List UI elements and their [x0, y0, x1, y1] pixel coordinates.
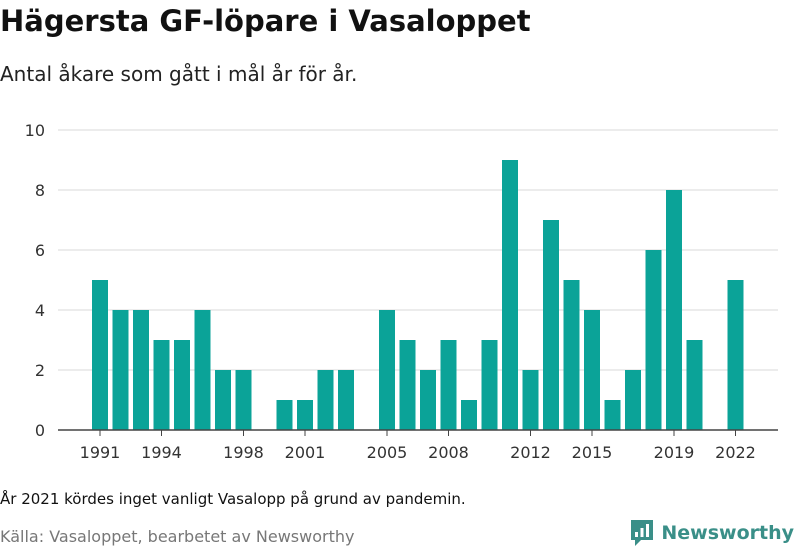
bar-2003 [338, 370, 354, 430]
x-tick-label: 2005 [367, 443, 408, 462]
bar-1994 [153, 340, 170, 430]
newsworthy-icon [631, 520, 654, 546]
bar-1995 [174, 340, 190, 430]
bar-2020 [686, 340, 703, 430]
bar-2000 [276, 400, 293, 430]
bar-2010 [481, 340, 498, 430]
x-tick-label: 2008 [428, 443, 469, 462]
bar-2008 [440, 340, 457, 430]
bar-1991 [92, 280, 108, 430]
x-tick-label: 1998 [223, 443, 264, 462]
bar-1998 [235, 370, 252, 430]
bar-2018 [645, 250, 662, 430]
bar-2002 [317, 370, 334, 430]
bar-1996 [194, 310, 211, 430]
chart-subtitle: Antal åkare som gått i mål år för år. [0, 62, 358, 86]
bar-2015 [584, 310, 600, 430]
footnote: År 2021 kördes inget vanligt Vasalopp på… [0, 490, 466, 508]
bar-chart: 0 2 4 6 8 10 1991 1994 1998 2001 2005 2008 2012 2015… [25, 121, 778, 462]
bar-2017 [625, 370, 641, 430]
y-tick-label: 6 [35, 241, 45, 260]
bar-2007 [420, 370, 436, 430]
y-tick-label: 0 [35, 421, 45, 440]
bar-2022 [727, 280, 744, 430]
chart-title: Hägersta GF-löpare i Vasaloppet [0, 4, 531, 38]
bar-2001 [297, 400, 313, 430]
bar-2009 [461, 400, 477, 430]
y-axis-ticks: 0 2 4 6 8 10 [25, 121, 45, 440]
y-tick-label: 2 [35, 361, 45, 380]
brand-name: Newsworthy [661, 522, 794, 544]
x-tick-label: 2019 [654, 443, 695, 462]
x-tick-label: 2022 [715, 443, 756, 462]
newsworthy-logo: Newsworthy [629, 518, 794, 548]
x-axis-ticks: 1991 1994 1998 2001 2005 2008 2012 2015 2019 2022 [80, 430, 756, 462]
x-tick-label: 1994 [141, 443, 182, 462]
x-tick-label: 2012 [510, 443, 551, 462]
bar-2014 [563, 280, 580, 430]
bar-2019 [666, 190, 682, 430]
bar-2011 [502, 160, 518, 430]
y-tick-label: 10 [25, 121, 45, 140]
bar-1992 [112, 310, 129, 430]
bar-2005 [379, 310, 395, 430]
bar-1993 [133, 310, 149, 430]
bar-1997 [215, 370, 231, 430]
x-tick-label: 2001 [285, 443, 326, 462]
x-tick-label: 2015 [572, 443, 613, 462]
source-credit: Källa: Vasaloppet, bearbetet av Newswort… [0, 527, 355, 546]
bar-2016 [604, 400, 621, 430]
bar-2006 [399, 340, 416, 430]
y-tick-label: 8 [35, 181, 45, 200]
bars [92, 160, 744, 430]
x-tick-label: 1991 [80, 443, 121, 462]
y-tick-label: 4 [35, 301, 45, 320]
bar-2013 [543, 220, 559, 430]
bar-2012 [522, 370, 539, 430]
